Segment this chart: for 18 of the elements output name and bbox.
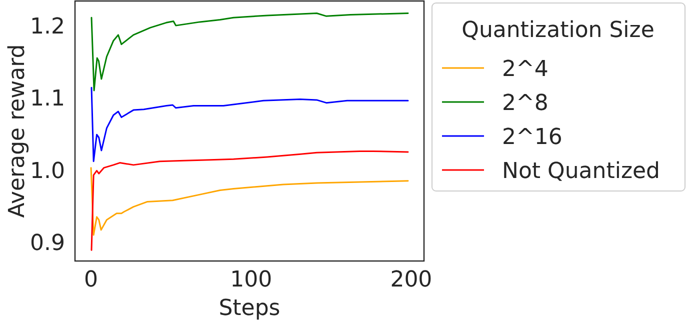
x-tick-label: 100 (230, 268, 272, 293)
y-tick-label: 1.0 (30, 158, 65, 184)
legend-label: 2^16 (502, 125, 562, 150)
legend-label: Not Quantized (502, 159, 660, 184)
line-series (90, 86, 409, 162)
y-axis-title: Average reward (5, 44, 30, 218)
x-axis-title: Steps (218, 296, 280, 321)
x-tick-label: 200 (390, 268, 432, 293)
line-series (90, 167, 409, 236)
legend-label: 2^8 (502, 91, 548, 116)
legend-label: 2^4 (502, 57, 548, 82)
line-series (90, 12, 409, 92)
y-tick-label: 1.1 (30, 86, 65, 112)
y-tick-label: 0.9 (30, 230, 65, 256)
x-tick-label: 0 (84, 268, 98, 293)
legend-title: Quantization Size (462, 18, 654, 43)
y-tick-label: 1.2 (30, 14, 65, 40)
line-series (90, 150, 409, 251)
